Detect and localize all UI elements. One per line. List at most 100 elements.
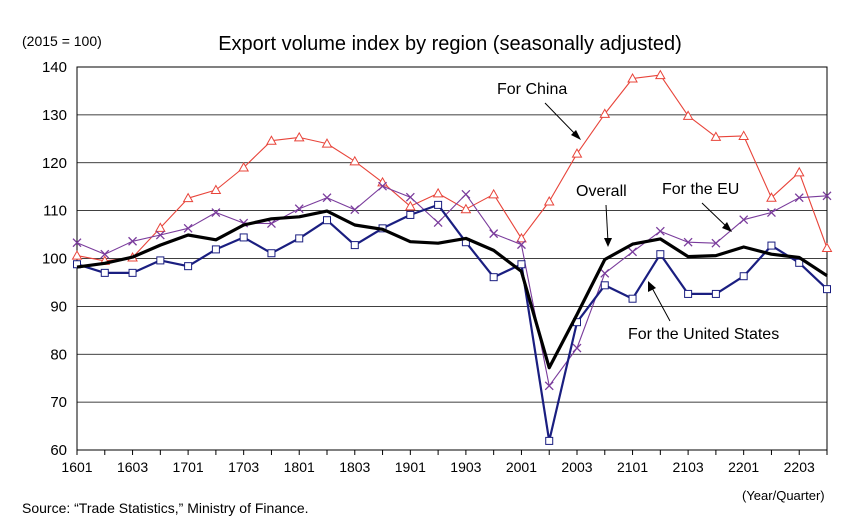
point-for-the-united-states xyxy=(628,294,637,303)
point-for-china xyxy=(738,130,750,140)
annotation-arrow-for-eu xyxy=(701,202,729,229)
annotations: For China Overall For the EU For the Uni… xyxy=(497,81,779,343)
point-for-china xyxy=(266,135,277,145)
point-for-the-eu xyxy=(183,223,193,233)
annotation-overall: Overall xyxy=(576,183,627,200)
point-for-china xyxy=(488,188,500,199)
point-for-china xyxy=(377,176,388,187)
point-for-china xyxy=(627,72,638,83)
point-for-the-united-states xyxy=(823,285,831,294)
annotation-arrow-for-us xyxy=(650,285,671,322)
point-for-china xyxy=(599,108,611,118)
point-for-the-eu xyxy=(600,268,610,278)
point-for-the-eu xyxy=(405,192,415,202)
point-for-the-eu xyxy=(294,204,304,214)
y-axis-ticks: 60 70 80 90 100 110 120 130 140 xyxy=(42,59,67,459)
point-for-china xyxy=(404,200,416,211)
point-for-the-eu xyxy=(433,218,443,228)
point-for-china xyxy=(460,203,472,214)
point-for-the-united-states xyxy=(239,233,248,242)
x-tick-label: 2001 xyxy=(506,459,537,475)
y-tick-label: 100 xyxy=(42,251,67,268)
x-axis-label: (Year/Quarter) xyxy=(742,488,825,503)
point-for-the-eu xyxy=(711,238,721,248)
point-for-the-eu xyxy=(128,236,138,246)
x-tick-label: 1801 xyxy=(284,459,315,475)
point-for-the-united-states xyxy=(267,249,276,258)
point-for-the-eu xyxy=(155,230,165,240)
x-tick-label: 2201 xyxy=(728,459,759,475)
point-for-the-eu xyxy=(683,237,693,247)
point-for-the-united-states xyxy=(350,241,359,250)
point-for-china xyxy=(543,196,555,206)
point-for-china xyxy=(793,166,805,177)
point-for-the-eu xyxy=(350,205,360,215)
point-for-the-united-states xyxy=(323,216,331,225)
x-tick-label: 1603 xyxy=(117,459,148,475)
point-for-the-eu xyxy=(100,249,110,259)
point-for-china xyxy=(154,222,166,232)
point-for-the-eu xyxy=(378,181,388,191)
annotation-arrowhead-for-china xyxy=(571,130,581,140)
x-tick-label: 1601 xyxy=(61,459,92,475)
x-tick-label: 1703 xyxy=(228,459,259,475)
point-for-the-united-states xyxy=(600,281,609,290)
point-for-the-eu xyxy=(822,191,832,201)
annotation-arrowhead-overall xyxy=(604,238,612,247)
y-tick-label: 120 xyxy=(42,155,67,172)
x-tick-label: 1903 xyxy=(450,459,481,475)
point-for-the-united-states xyxy=(489,273,498,282)
point-for-the-united-states xyxy=(156,256,165,265)
point-for-china xyxy=(238,162,250,172)
point-for-china xyxy=(349,155,361,166)
chart-title: Export volume index by region (seasonall… xyxy=(218,33,682,55)
annotation-for-china: For China xyxy=(497,81,567,98)
annotation-arrowhead-for-us xyxy=(648,281,656,292)
point-for-the-united-states xyxy=(73,260,81,269)
point-for-china xyxy=(182,192,194,203)
annotation-for-us: For the United States xyxy=(628,326,779,343)
point-for-the-united-states xyxy=(517,260,526,269)
point-for-china xyxy=(293,131,305,142)
point-for-the-united-states xyxy=(211,245,220,254)
point-for-the-united-states xyxy=(184,262,193,271)
point-for-the-united-states xyxy=(711,289,720,298)
point-for-china xyxy=(571,148,583,158)
point-for-china xyxy=(516,232,527,243)
point-for-the-united-states xyxy=(545,436,554,445)
x-tick-label: 1701 xyxy=(173,459,204,475)
point-for-the-united-states xyxy=(656,250,665,259)
point-for-the-eu xyxy=(72,238,82,248)
x-tick-label: 2003 xyxy=(561,459,592,475)
point-for-the-united-states xyxy=(434,200,443,209)
point-for-the-eu xyxy=(628,247,638,257)
annotation-for-eu: For the EU xyxy=(662,181,739,198)
series-line-overall xyxy=(76,209,828,370)
source-note: Source: “Trade Statistics,” Ministry of … xyxy=(22,500,309,516)
x-tick-label: 2103 xyxy=(673,459,704,475)
point-for-the-united-states xyxy=(684,289,693,298)
x-tick-label: 2101 xyxy=(617,459,648,475)
y-tick-label: 80 xyxy=(50,346,67,363)
series-line-for-the-eu xyxy=(76,185,828,387)
point-for-the-eu xyxy=(461,189,471,199)
point-for-china xyxy=(321,138,333,148)
point-for-the-eu xyxy=(766,208,776,217)
point-for-china xyxy=(432,187,444,198)
point-for-the-eu xyxy=(211,208,221,217)
point-for-the-eu xyxy=(544,381,554,391)
point-for-the-united-states xyxy=(767,241,776,250)
point-for-the-eu xyxy=(489,229,499,239)
point-for-china xyxy=(682,110,694,120)
x-tick-label: 1901 xyxy=(395,459,426,475)
y-tick-label: 110 xyxy=(43,203,67,220)
x-tick-label: 1803 xyxy=(339,459,370,475)
point-for-the-eu xyxy=(655,226,665,236)
y-tick-label: 90 xyxy=(50,298,67,315)
point-for-the-united-states xyxy=(406,210,415,219)
point-for-china xyxy=(821,242,833,252)
point-for-the-eu xyxy=(322,193,332,203)
point-for-china xyxy=(71,250,83,260)
gridlines xyxy=(77,114,827,403)
y-tick-label: 60 xyxy=(50,442,67,459)
